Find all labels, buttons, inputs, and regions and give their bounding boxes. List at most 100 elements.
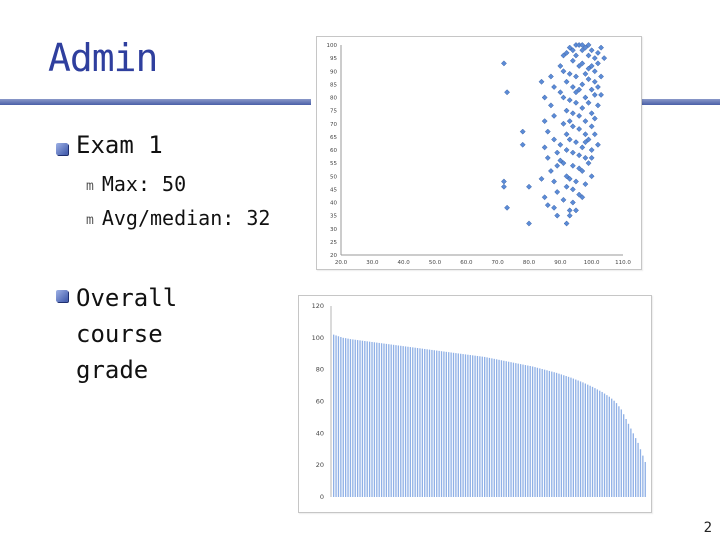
scatter-point — [563, 220, 570, 227]
scatter-point — [560, 68, 567, 75]
scatter-point — [547, 73, 554, 80]
scatter-y-tick-label: 40 — [330, 201, 337, 207]
grade-bar — [474, 355, 476, 497]
grade-bar — [534, 367, 536, 497]
scatter-point — [579, 47, 586, 54]
grade-bar — [337, 336, 340, 497]
grade-bar — [587, 384, 589, 497]
bullet-exam-1: Exam 1 — [76, 131, 163, 159]
scatter-point — [585, 99, 592, 106]
scatter-point — [591, 131, 598, 138]
grade-bar — [385, 343, 388, 497]
sub-bullet-text: Avg/median: 32 — [101, 206, 271, 230]
square-bullet-icon — [56, 290, 68, 302]
scatter-point — [566, 70, 573, 77]
scatter-point — [576, 112, 583, 119]
scatter-point — [557, 157, 564, 164]
scatter-point — [544, 154, 551, 161]
grade-bar — [491, 358, 493, 497]
bullet-overall-course-grade: Overall course grade — [76, 284, 178, 384]
scatter-point — [500, 60, 507, 67]
grade-bar — [354, 339, 356, 497]
grade-bar — [431, 349, 433, 497]
scatter-point — [598, 91, 605, 98]
sub-bullet-avg-median: m Avg/median: 32 — [86, 206, 270, 230]
grade-bar — [635, 438, 637, 497]
scatter-point — [594, 141, 601, 148]
scatter-y-tick-label: 75 — [330, 109, 337, 115]
grade-bar — [584, 383, 586, 497]
scatter-point — [566, 44, 573, 51]
grade-bar — [613, 400, 615, 497]
scatter-point — [547, 102, 554, 109]
scatter-point — [579, 60, 586, 67]
scatter-point — [582, 94, 589, 101]
grade-bar — [519, 364, 522, 497]
scatter-point — [594, 102, 601, 109]
scatter-point — [588, 123, 595, 130]
grade-bar — [464, 354, 467, 497]
scatter-y-tick-label: 35 — [330, 214, 337, 220]
sub-bullet-max: m Max: 50 — [86, 172, 186, 196]
scatter-x-tick-label: 50.0 — [429, 260, 442, 266]
grade-bar — [596, 389, 598, 497]
scatter-point — [566, 136, 573, 143]
grade-bar — [507, 361, 510, 497]
scatter-x-tick-label: 70.0 — [492, 260, 505, 266]
grade-bar — [368, 341, 371, 497]
title-underline-left — [0, 99, 311, 105]
grade-bar — [524, 365, 527, 497]
scatter-point — [594, 60, 601, 67]
scatter-y-tick-label: 100 — [327, 43, 338, 49]
grade-bar — [510, 362, 512, 497]
scatter-y-tick-label: 65 — [330, 135, 337, 141]
scatter-y-tick-label: 80 — [330, 96, 337, 102]
scatter-y-tick-label: 95 — [330, 56, 337, 62]
grade-bar — [611, 398, 613, 497]
scatter-point — [551, 136, 558, 143]
scatter-point — [591, 68, 598, 75]
scatter-point — [563, 173, 570, 180]
grade-bar — [642, 455, 644, 497]
grade-bar — [594, 388, 596, 497]
scatter-point — [551, 112, 558, 119]
scatter-point — [541, 118, 548, 125]
scatter-point — [582, 131, 589, 138]
scatter-point — [557, 63, 564, 69]
grade-bar — [376, 342, 378, 497]
scatter-point — [566, 212, 573, 219]
grade-bar — [527, 365, 529, 497]
scatter-point — [554, 212, 561, 219]
scatter-point — [541, 94, 548, 101]
scatter-y-tick-label: 45 — [330, 187, 337, 193]
scatter-point — [544, 128, 551, 135]
scatter-point — [579, 105, 586, 111]
scatter-y-tick-label: 70 — [330, 122, 337, 128]
grade-bar — [448, 352, 450, 497]
grade-bar — [623, 414, 625, 497]
scatter-point — [526, 183, 532, 190]
grade-bar — [479, 356, 481, 497]
grade-bar — [335, 335, 337, 497]
scatter-point — [566, 175, 573, 182]
scatter-point — [560, 94, 567, 101]
scatter-x-tick-label: 90.0 — [554, 260, 567, 266]
scatter-plot-svg: 20 25 30 35 40 45 50 55 60 65 70 75 80 85 90 95 100 20.0 3… — [327, 42, 631, 266]
scatter-point — [526, 220, 532, 227]
scatter-point — [579, 194, 586, 201]
scatter-point — [582, 181, 589, 188]
sub-bullet-text: Max: 50 — [101, 172, 187, 196]
grade-bar — [450, 352, 452, 497]
grade-bar — [476, 355, 479, 497]
grade-bar — [383, 343, 385, 497]
grade-bar — [637, 442, 639, 497]
scatter-point — [554, 189, 561, 195]
scatter-point — [569, 199, 576, 206]
grade-bar — [426, 349, 428, 497]
grade-bar — [644, 461, 646, 497]
scatter-point — [566, 118, 573, 125]
grade-bar — [570, 377, 572, 497]
grade-bar — [457, 353, 459, 497]
grade-bar — [603, 393, 606, 497]
grade-bar — [443, 351, 445, 497]
